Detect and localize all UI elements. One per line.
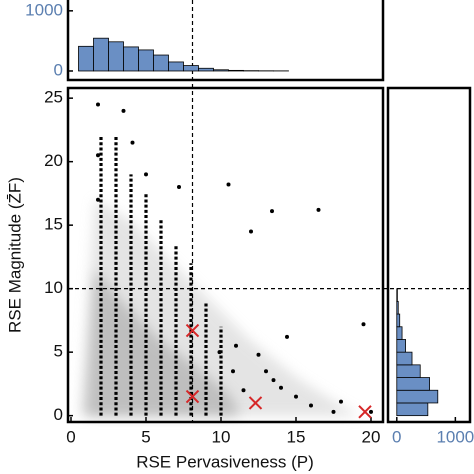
- point: [121, 108, 126, 113]
- point: [256, 352, 261, 357]
- marker-stroke: [185, 323, 200, 338]
- point: [339, 399, 343, 404]
- hist-bar: [396, 300, 399, 315]
- point: [294, 394, 298, 399]
- point: [369, 409, 373, 414]
- hist-bar: [228, 69, 244, 72]
- y-tick-label: 5: [54, 342, 63, 361]
- point: [249, 229, 253, 234]
- hist-bar: [198, 67, 214, 72]
- x-tick-label: 10: [212, 427, 231, 446]
- x-tick-label: 1000: [436, 427, 474, 446]
- point: [279, 385, 283, 390]
- x-tick-label: 0: [392, 427, 401, 446]
- x-tick-label: 20: [362, 427, 381, 446]
- point: [270, 209, 274, 214]
- point: [234, 343, 238, 348]
- hist-bar: [183, 65, 199, 72]
- y-tick-label: 15: [44, 215, 63, 234]
- hist-bar: [396, 351, 413, 366]
- top-hist-frame: [66, 0, 385, 82]
- y-tick-label: 0: [54, 60, 63, 79]
- highlight-marker: [358, 405, 372, 419]
- y-tick-label: 1000: [25, 0, 63, 19]
- point: [331, 409, 336, 414]
- hist-bar: [396, 364, 421, 378]
- point: [309, 403, 313, 408]
- highlight-marker: [185, 389, 200, 404]
- point: [96, 197, 100, 202]
- y-tick-label: 0: [54, 405, 63, 424]
- right-hist-frame: [386, 86, 472, 424]
- hist-bar: [123, 46, 139, 72]
- x-tick-label: 15: [287, 427, 306, 446]
- point: [96, 102, 100, 107]
- x-axis-label: RSE Pervasiveness (P): [136, 452, 314, 471]
- point: [316, 207, 321, 212]
- point: [130, 140, 135, 145]
- marker-stroke: [358, 405, 372, 419]
- point: [226, 182, 231, 187]
- hist-bar: [396, 326, 403, 340]
- y-axis-label: RSE Magnitude (Z̄F): [5, 177, 24, 333]
- hist-bar: [213, 69, 229, 72]
- point: [361, 322, 366, 327]
- y-tick-label: 25: [44, 88, 63, 107]
- highlight-marker: [185, 323, 200, 338]
- point: [96, 153, 100, 158]
- point: [231, 369, 235, 374]
- point: [217, 350, 222, 355]
- x-tick-label: 5: [141, 427, 150, 446]
- hist-bar: [396, 377, 430, 391]
- point: [285, 334, 289, 339]
- hist-bar: [396, 389, 439, 404]
- point: [271, 378, 276, 383]
- hist-bar: [108, 41, 124, 72]
- hist-bar: [396, 339, 406, 353]
- hist-bar: [396, 288, 398, 302]
- point: [177, 185, 181, 190]
- point: [241, 388, 246, 393]
- hist-bar: [168, 61, 184, 72]
- y-tick-label: 20: [44, 151, 63, 170]
- hist-bar: [153, 54, 169, 72]
- hist-bar: [396, 313, 401, 328]
- highlight-marker: [248, 396, 263, 410]
- hist-bar: [138, 49, 154, 72]
- hist-bar: [78, 45, 94, 72]
- point: [144, 172, 148, 177]
- point: [264, 369, 268, 374]
- marker-stroke: [185, 389, 200, 404]
- main-frame: [66, 86, 385, 424]
- x-tick-label: 0: [66, 427, 75, 446]
- hist-bar: [396, 402, 429, 417]
- density-core: [86, 270, 240, 416]
- hist-bar: [93, 37, 109, 72]
- y-tick-label: 10: [44, 278, 63, 297]
- marker-stroke: [248, 396, 263, 410]
